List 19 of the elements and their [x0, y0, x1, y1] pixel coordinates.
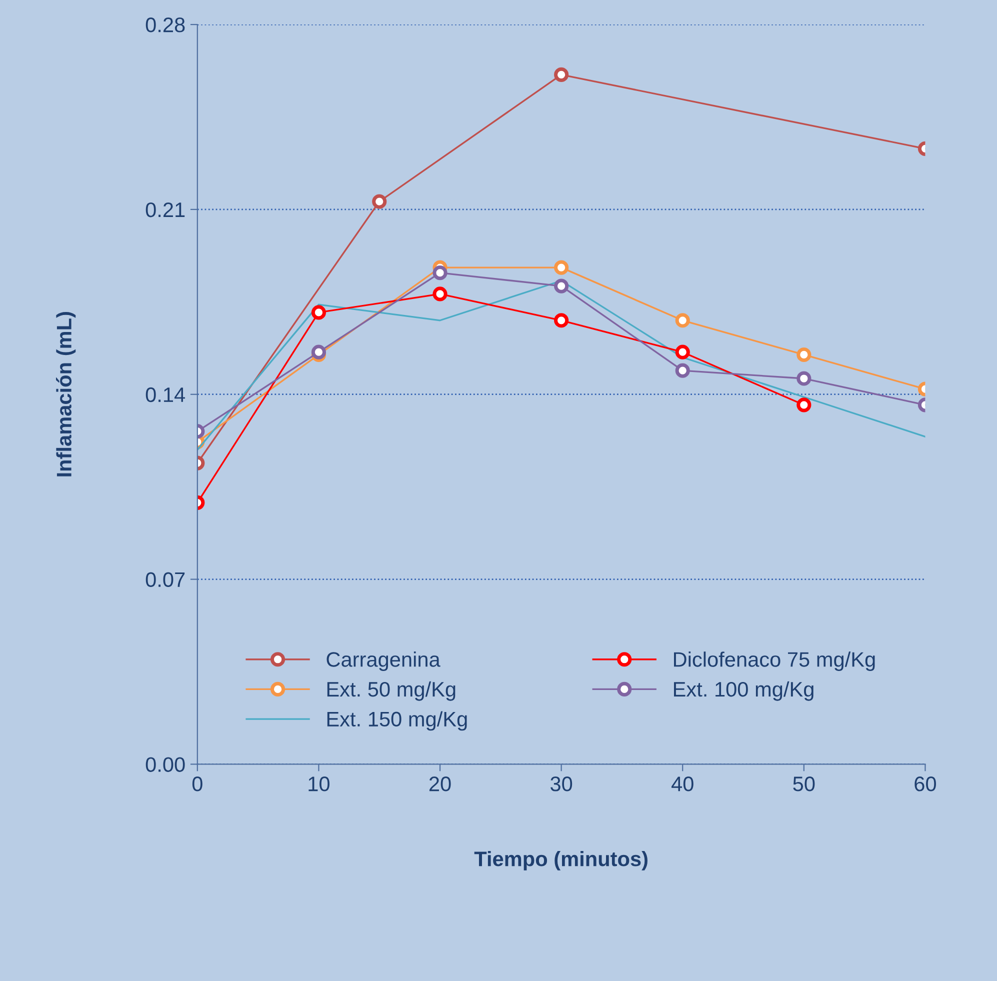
legend-label: Carragenina — [326, 652, 440, 671]
x-tick-label: 10 — [308, 776, 330, 792]
legend-label: Ext. 50 mg/Kg — [327, 681, 456, 701]
legend-label: Ext. 100 mg/Kg — [674, 681, 814, 701]
y-tick-label: 0.14 — [146, 387, 185, 402]
legend-label: Ext. 150 mg/Kg — [327, 711, 467, 731]
x-tick-label: 60 — [914, 776, 936, 792]
x-tick-label: 50 — [793, 776, 815, 792]
x-tick-label: 40 — [672, 776, 694, 792]
y-tick-label: 0.00 — [146, 757, 185, 772]
x-tick-label: 20 — [429, 776, 451, 792]
x-axis-title: Tiempo (minutos) — [474, 850, 648, 870]
y-axis-title: Inflamación (mL) — [56, 312, 76, 476]
x-tick-label: 0 — [192, 776, 202, 792]
x-tick-label: 30 — [550, 776, 572, 792]
y-tick-label: 0.28 — [146, 18, 185, 32]
y-tick-label: 0.21 — [146, 202, 185, 218]
y-tick-label: 0.07 — [146, 572, 185, 588]
legend-label: Diclofenaco 75 mg/Kg — [674, 652, 875, 671]
